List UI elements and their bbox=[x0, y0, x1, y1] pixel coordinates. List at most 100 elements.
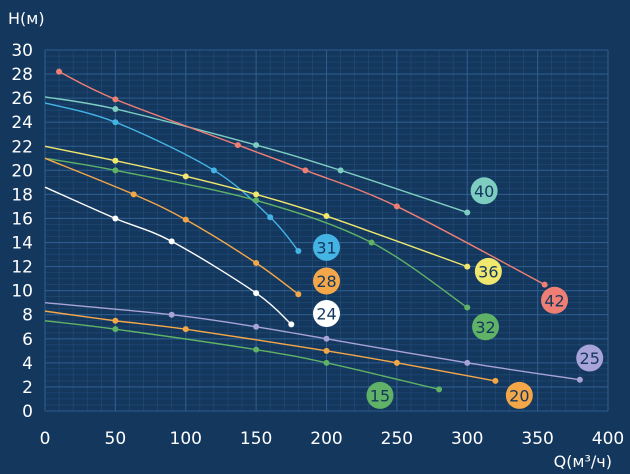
y-tick-label: 12 bbox=[11, 258, 33, 278]
series-badge-label: 28 bbox=[316, 272, 336, 291]
y-tick-label: 4 bbox=[22, 354, 33, 374]
series-badge-label: 40 bbox=[474, 182, 494, 201]
x-axis-ticks: 0 50 100 150 200 250 300 350 400 bbox=[40, 429, 625, 449]
data-point bbox=[541, 281, 548, 288]
data-point bbox=[337, 167, 344, 174]
data-point bbox=[323, 347, 330, 354]
y-tick-label: 2 bbox=[22, 378, 33, 398]
data-point bbox=[323, 213, 330, 220]
y-tick-label: 16 bbox=[11, 209, 33, 229]
series-badge-25 bbox=[576, 344, 604, 372]
y-tick-label: 18 bbox=[11, 185, 33, 205]
data-point bbox=[393, 359, 400, 366]
x-tick-label: 400 bbox=[592, 429, 624, 449]
series-badge-label: 36 bbox=[478, 262, 498, 281]
series-badge-label: 32 bbox=[475, 318, 495, 337]
series-line-31 bbox=[44, 102, 299, 252]
y-tick-label: 0 bbox=[22, 402, 33, 422]
data-point bbox=[168, 311, 175, 318]
data-point bbox=[182, 216, 189, 223]
data-point bbox=[253, 197, 260, 204]
x-tick-label: 350 bbox=[521, 429, 553, 449]
data-point bbox=[253, 142, 260, 149]
series-31: 31 bbox=[44, 102, 340, 261]
y-tick-label: 6 bbox=[22, 330, 33, 350]
data-point bbox=[295, 247, 302, 254]
series-badge-20 bbox=[505, 381, 533, 409]
y-axis-title: Н(м) bbox=[8, 9, 45, 28]
series-badge-32 bbox=[472, 313, 500, 341]
data-point bbox=[295, 291, 302, 298]
series-line-25 bbox=[44, 302, 580, 381]
series-badge-42 bbox=[541, 286, 569, 314]
data-point bbox=[464, 304, 471, 311]
x-tick-label: 50 bbox=[105, 429, 127, 449]
data-point bbox=[130, 191, 137, 198]
data-point bbox=[112, 119, 119, 126]
data-point bbox=[182, 326, 189, 333]
data-point bbox=[182, 173, 189, 180]
data-point bbox=[168, 238, 175, 245]
series-28: 28 bbox=[44, 157, 340, 298]
series-24: 24 bbox=[44, 186, 340, 328]
x-axis-title: Q(м³/ч) bbox=[554, 452, 612, 471]
data-point bbox=[436, 386, 443, 393]
data-point bbox=[112, 326, 119, 333]
data-point bbox=[112, 96, 119, 103]
series-36: 36 bbox=[44, 145, 502, 285]
data-point bbox=[368, 239, 375, 246]
x-tick-label: 100 bbox=[170, 429, 202, 449]
data-point bbox=[253, 191, 260, 198]
series-badge-36 bbox=[474, 257, 502, 285]
data-point bbox=[253, 323, 260, 330]
series-42: 42 bbox=[56, 68, 569, 314]
data-point bbox=[393, 203, 400, 210]
x-tick-label: 0 bbox=[40, 429, 51, 449]
data-point bbox=[323, 359, 330, 366]
y-tick-label: 20 bbox=[11, 161, 33, 181]
series-badge-28 bbox=[313, 267, 340, 295]
data-point bbox=[253, 346, 260, 353]
data-point bbox=[210, 167, 217, 174]
data-point bbox=[112, 215, 119, 222]
data-point bbox=[56, 68, 63, 75]
y-tick-label: 24 bbox=[11, 113, 33, 133]
series-badge-label: 25 bbox=[580, 349, 600, 368]
data-point bbox=[464, 263, 471, 270]
data-point bbox=[323, 335, 330, 342]
grid bbox=[44, 49, 609, 412]
y-tick-label: 8 bbox=[22, 306, 33, 326]
series-40: 40 bbox=[44, 96, 498, 216]
data-point bbox=[112, 167, 119, 174]
data-point bbox=[464, 209, 471, 216]
series-badge-label: 24 bbox=[316, 305, 336, 324]
series-badge-15 bbox=[366, 381, 394, 409]
data-point bbox=[112, 317, 119, 324]
data-point bbox=[464, 359, 471, 366]
y-tick-label: 26 bbox=[11, 89, 33, 109]
data-point bbox=[234, 142, 241, 149]
y-tick-label: 22 bbox=[11, 137, 33, 157]
series-15: 15 bbox=[44, 320, 443, 409]
series-20: 20 bbox=[44, 310, 533, 409]
data-point bbox=[253, 259, 260, 266]
data-point bbox=[492, 377, 499, 384]
data-point bbox=[253, 290, 260, 297]
y-tick-label: 30 bbox=[11, 41, 33, 61]
data-point bbox=[576, 376, 583, 383]
x-tick-label: 200 bbox=[310, 429, 342, 449]
series-layer: 40 42 31 36 32 28 24 25 20 15 bbox=[44, 68, 604, 409]
series-badge-label: 15 bbox=[370, 386, 390, 405]
series-25: 25 bbox=[44, 302, 604, 383]
series-badge-31 bbox=[313, 233, 340, 261]
x-tick-label: 300 bbox=[451, 429, 483, 449]
x-tick-label: 250 bbox=[381, 429, 413, 449]
y-tick-label: 10 bbox=[11, 282, 33, 302]
data-point bbox=[288, 321, 295, 328]
series-badge-24 bbox=[313, 300, 340, 328]
series-badge-label: 42 bbox=[544, 291, 564, 310]
series-32: 32 bbox=[44, 157, 500, 341]
data-point bbox=[112, 157, 119, 164]
